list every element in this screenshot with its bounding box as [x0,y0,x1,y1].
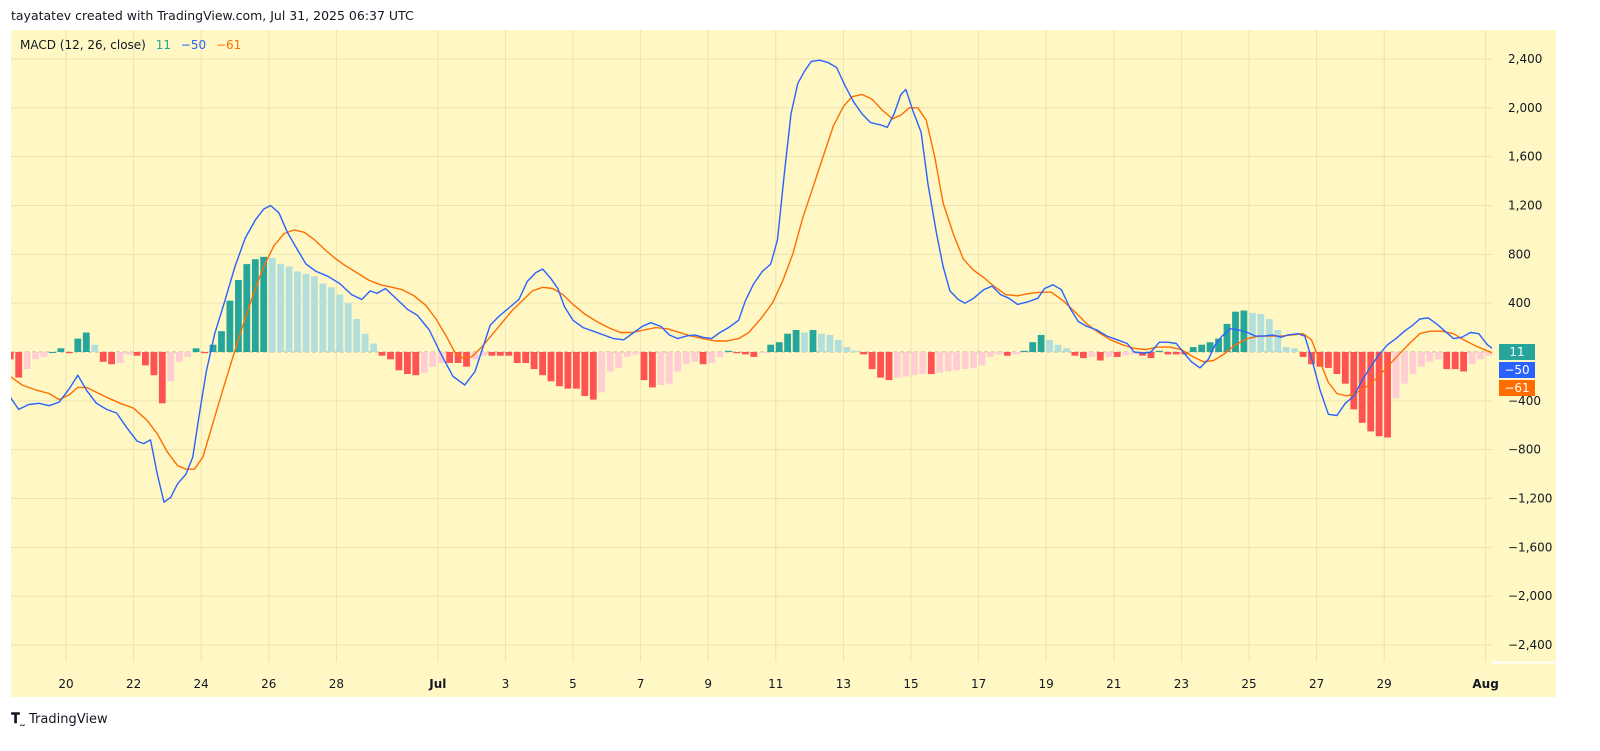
macd-price-tag: −50 [1499,362,1535,378]
x-tick-label: 21 [1106,677,1121,691]
tradingview-logo-icon: 𝐓˷ [11,711,26,727]
x-tick-label: 28 [329,677,344,691]
y-tick-label: −2,000 [1508,589,1552,603]
legend-signal-value: −61 [215,38,242,52]
brand-name: TradingView [29,711,108,727]
x-tick-label: 23 [1174,677,1189,691]
attribution-header: tayatatev created with TradingView.com, … [11,8,414,23]
y-tick-label: 800 [1508,247,1531,261]
x-tick-label: 24 [194,677,209,691]
y-tick-label: 1,600 [1508,150,1542,164]
y-tick-label: 2,000 [1508,101,1542,115]
y-tick-label: −400 [1508,394,1541,408]
x-tick-label: Aug [1472,677,1498,691]
macd-line [11,59,1492,503]
signal-price-tag: −61 [1499,380,1535,396]
footer-branding: 𝐓˷ TradingView [11,711,108,727]
x-tick-label: 15 [903,677,918,691]
x-tick-label: Jul [428,677,446,691]
x-tick-label: 3 [502,677,510,691]
x-tick-label: 25 [1241,677,1256,691]
grid-lines [11,30,1492,662]
x-tick-label: 5 [569,677,577,691]
x-tick-label: 9 [704,677,712,691]
y-tick-label: 2,400 [1508,52,1542,66]
y-tick-label: −2,400 [1508,638,1552,652]
y-tick-label: −800 [1508,443,1541,457]
indicator-lines [11,59,1492,503]
y-tick-label: 400 [1508,296,1531,310]
legend-macd-value: −50 [180,38,207,52]
x-tick-label: 22 [126,677,141,691]
y-tick-label: 1,200 [1508,198,1542,212]
y-tick-label: −1,600 [1508,540,1552,554]
x-tick-label: 11 [768,677,783,691]
signal-line [11,93,1492,470]
x-tick-label: 13 [836,677,851,691]
x-tick-label: 17 [971,677,986,691]
x-tick-label: 7 [637,677,645,691]
x-tick-label: 27 [1309,677,1324,691]
legend-histogram-value: 11 [155,38,171,52]
indicator-legend[interactable]: MACD (12, 26, close) 11 −50 −61 [20,38,247,52]
x-tick-label: 29 [1377,677,1392,691]
histogram-bars [11,256,1492,438]
y-tick-label: −1,200 [1508,492,1552,506]
x-tick-label: 19 [1039,677,1054,691]
x-tick-label: 26 [261,677,276,691]
x-tick-label: 20 [58,677,73,691]
histogram-price-tag: 11 [1499,344,1535,360]
indicator-name: MACD (12, 26, close) [20,38,146,52]
